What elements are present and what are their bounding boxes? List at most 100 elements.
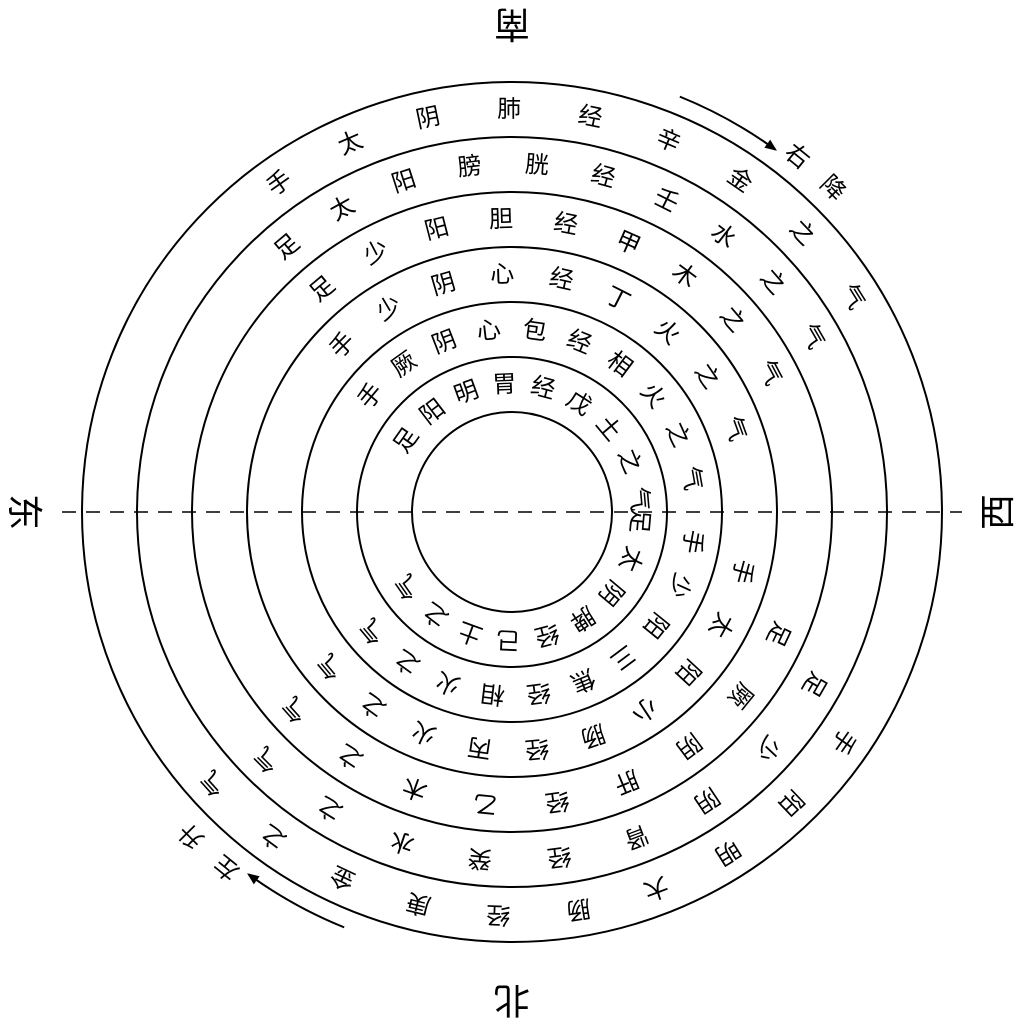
ring-0-upper-text: 胃 bbox=[492, 372, 521, 399]
ring-1-upper-text: 经 bbox=[563, 325, 599, 361]
ring-4-upper-text: 足 bbox=[270, 227, 308, 265]
ring-4-upper-text: 膀 bbox=[456, 152, 487, 182]
direction-label-west: 西 bbox=[978, 494, 1018, 530]
ring-4-lower-text: 之 bbox=[309, 788, 347, 826]
ring-0-lower-text: 土 bbox=[451, 614, 487, 649]
ring-5-upper-text: 阴 bbox=[414, 103, 447, 134]
ring-5-upper-text: 太 bbox=[334, 125, 370, 161]
ring-4-lower-text: 经 bbox=[542, 841, 573, 871]
ring-3-upper-text: 阳 bbox=[422, 213, 456, 245]
ring-4-upper-text: 胱 bbox=[524, 151, 554, 180]
ring-4-upper-text: 气 bbox=[794, 319, 831, 357]
ring-1-lower-text: 焦 bbox=[563, 663, 599, 699]
ring-1-upper-text: 气 bbox=[676, 464, 707, 496]
ring-2-upper-text: 心 bbox=[490, 262, 519, 289]
ring-3-lower-text: 气 bbox=[275, 688, 314, 727]
ring-0-upper-text: 戊 bbox=[561, 386, 599, 424]
ring-4-upper-text: 壬 bbox=[649, 183, 686, 220]
direction-label-east: 东 bbox=[4, 494, 44, 530]
ring-4-lower-text: 气 bbox=[247, 738, 286, 777]
marker-left-up: 升 bbox=[170, 815, 209, 854]
ring-2-upper-text: 火 bbox=[649, 315, 687, 353]
ring-2-lower-text: 手 bbox=[725, 556, 758, 590]
ring-1-upper-text: 火 bbox=[635, 379, 673, 417]
ring-1-lower-text: 火 bbox=[429, 665, 464, 699]
ring-3-upper-text: 胆 bbox=[489, 207, 518, 234]
ring-2-lower-text: 火 bbox=[404, 714, 440, 749]
ring-4-lower-text: 癸 bbox=[463, 843, 494, 873]
ring-2-lower-text: 之 bbox=[353, 685, 392, 723]
ring-1-lower-text: 相 bbox=[475, 678, 506, 708]
ring-1-upper-text: 厥 bbox=[387, 345, 425, 382]
ring-5-upper-text: 辛 bbox=[652, 124, 688, 160]
ring-3-upper-text: 木 bbox=[667, 258, 706, 296]
ring-5-upper-text: 气 bbox=[834, 280, 872, 318]
ring-3-lower-text: 乙 bbox=[468, 788, 498, 817]
ring-5-lower-text: 经 bbox=[482, 900, 511, 928]
ring-1-lower-text: 三 bbox=[602, 639, 640, 677]
ring-3-lower-text: 足 bbox=[759, 617, 794, 653]
ring-0-lower-text: 阴 bbox=[590, 575, 628, 613]
ring-5-lower-text: 气 bbox=[193, 762, 232, 801]
direction-label-north: 北 bbox=[494, 980, 530, 1020]
ring-2-upper-text: 手 bbox=[325, 325, 364, 364]
ring-3-lower-text: 经 bbox=[539, 786, 571, 817]
ring-0-upper-text: 之 bbox=[612, 445, 648, 481]
ring-5-lower-text: 阳 bbox=[770, 784, 808, 822]
ring-5-lower-text: 庚 bbox=[400, 887, 434, 920]
ring-5-upper-text: 经 bbox=[576, 102, 609, 134]
ring-4-lower-text: 少 bbox=[746, 730, 785, 769]
marker-right-down: 降 bbox=[815, 170, 854, 209]
ring-1-upper-text: 心 bbox=[475, 317, 506, 346]
ring-3-upper-text: 经 bbox=[551, 209, 584, 241]
ring-5-upper-text: 之 bbox=[784, 215, 823, 254]
ring-0-upper-text: 足 bbox=[389, 420, 426, 458]
ring-2-upper-text: 少 bbox=[372, 289, 410, 326]
ring-2-lower-text: 丙 bbox=[462, 732, 493, 762]
ring-5-upper-text: 肺 bbox=[497, 97, 525, 123]
ring-3-lower-text: 肝 bbox=[606, 764, 642, 799]
ring-1-lower-text: 少 bbox=[660, 569, 696, 606]
ring-3-upper-text: 之 bbox=[714, 302, 753, 341]
ring-2-lower-text: 气 bbox=[311, 645, 350, 684]
ring-4-lower-text: 足 bbox=[794, 667, 831, 704]
ring-0-lower-text: 之 bbox=[415, 594, 454, 632]
ring-5-lower-text: 肠 bbox=[561, 894, 593, 924]
ring-0-lower-text: 气 bbox=[388, 566, 426, 604]
ring-5-lower-text: 金 bbox=[323, 858, 360, 894]
ring-circle-5 bbox=[137, 137, 887, 887]
ring-2-lower-text: 阳 bbox=[667, 654, 705, 692]
ring-1-lower-text: 阳 bbox=[635, 607, 673, 645]
ring-1-upper-text: 相 bbox=[602, 346, 641, 384]
ring-2-lower-text: 小 bbox=[623, 691, 661, 729]
ring-3-lower-text: 厥 bbox=[720, 677, 758, 715]
ring-1-upper-text: 阴 bbox=[429, 325, 464, 359]
ring-4-upper-text: 经 bbox=[588, 160, 622, 194]
ring-2-upper-text: 之 bbox=[689, 359, 727, 397]
ring-5-lower-text: 手 bbox=[823, 724, 861, 762]
ring-0-upper-text: 明 bbox=[451, 376, 486, 410]
ring-2-lower-text: 太 bbox=[701, 608, 738, 646]
ring-0-upper-text: 经 bbox=[528, 372, 562, 405]
ring-1-upper-text: 之 bbox=[660, 418, 696, 455]
ring-3-lower-text: 之 bbox=[330, 736, 368, 774]
ring-4-lower-text: 肾 bbox=[617, 820, 653, 855]
marker-right-down: 右 bbox=[779, 139, 818, 178]
ring-0-lower-text: 足 bbox=[624, 508, 652, 538]
ring-3-upper-text: 少 bbox=[359, 234, 396, 271]
ring-0-lower-text: 太 bbox=[612, 543, 648, 579]
ring-3-upper-text: 甲 bbox=[612, 227, 648, 262]
ring-3-lower-text: 阴 bbox=[668, 727, 706, 765]
ring-2-upper-text: 气 bbox=[718, 413, 753, 449]
ring-5-upper-text: 手 bbox=[262, 163, 300, 201]
ring-2-upper-text: 丁 bbox=[601, 283, 638, 319]
ring-1-lower-text: 气 bbox=[353, 610, 392, 649]
ring-2-lower-text: 经 bbox=[520, 734, 550, 764]
ring-4-lower-text: 水 bbox=[383, 824, 418, 859]
ring-1-upper-text: 包 bbox=[521, 316, 552, 347]
ring-4-upper-text: 之 bbox=[754, 264, 793, 303]
meridian-concentric-diagram: 足阳明胃经戊土之气足太阴脾经己土之气手厥阴心包经相火之气手少阳三焦经相火之气手少… bbox=[0, 0, 1024, 1024]
ring-5-lower-text: 之 bbox=[253, 816, 292, 854]
ring-0-upper-text: 土 bbox=[590, 411, 629, 450]
ring-0-lower-text: 经 bbox=[528, 618, 562, 651]
